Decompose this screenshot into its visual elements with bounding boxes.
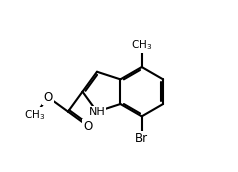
Text: CH$_3$: CH$_3$ bbox=[131, 38, 152, 52]
Text: NH: NH bbox=[89, 107, 105, 117]
Text: CH$_3$: CH$_3$ bbox=[25, 108, 46, 122]
Text: Br: Br bbox=[135, 132, 148, 145]
Text: O: O bbox=[83, 120, 93, 133]
Text: O: O bbox=[44, 91, 53, 104]
